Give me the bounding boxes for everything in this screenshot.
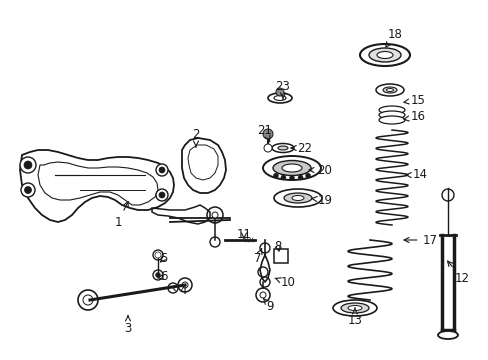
Ellipse shape xyxy=(278,146,287,150)
Circle shape xyxy=(275,88,284,96)
Ellipse shape xyxy=(378,111,404,119)
Text: 1: 1 xyxy=(114,202,128,229)
Ellipse shape xyxy=(359,44,409,66)
Ellipse shape xyxy=(378,106,404,114)
Circle shape xyxy=(159,167,164,173)
Text: 21: 21 xyxy=(257,123,272,142)
Text: 13: 13 xyxy=(347,308,362,327)
Circle shape xyxy=(155,252,161,258)
Text: 19: 19 xyxy=(311,194,332,207)
Circle shape xyxy=(298,175,303,180)
Circle shape xyxy=(156,189,168,201)
Text: 4: 4 xyxy=(171,284,186,297)
Ellipse shape xyxy=(272,161,310,175)
Ellipse shape xyxy=(263,156,320,180)
Text: 18: 18 xyxy=(385,28,402,47)
Circle shape xyxy=(305,173,310,178)
Circle shape xyxy=(273,173,278,178)
Text: 22: 22 xyxy=(290,141,312,154)
Text: 14: 14 xyxy=(406,168,427,181)
Circle shape xyxy=(263,129,272,139)
Ellipse shape xyxy=(375,84,403,96)
Ellipse shape xyxy=(271,144,293,153)
Circle shape xyxy=(155,273,160,278)
Text: 9: 9 xyxy=(263,298,273,312)
Ellipse shape xyxy=(340,303,368,313)
Text: 8: 8 xyxy=(274,240,281,253)
Text: 11: 11 xyxy=(236,229,251,242)
Ellipse shape xyxy=(273,95,285,100)
Ellipse shape xyxy=(382,87,396,93)
Text: 23: 23 xyxy=(275,81,290,99)
Ellipse shape xyxy=(332,300,376,316)
Circle shape xyxy=(289,175,294,180)
Text: 3: 3 xyxy=(124,316,131,334)
Ellipse shape xyxy=(282,164,302,172)
Ellipse shape xyxy=(437,331,457,339)
Circle shape xyxy=(156,164,168,176)
Ellipse shape xyxy=(347,306,361,310)
Ellipse shape xyxy=(284,193,311,203)
Ellipse shape xyxy=(291,195,304,201)
Text: 16: 16 xyxy=(403,111,425,123)
Text: 20: 20 xyxy=(308,163,332,176)
Ellipse shape xyxy=(267,93,291,103)
Text: 2: 2 xyxy=(192,129,199,147)
Ellipse shape xyxy=(273,189,321,207)
Circle shape xyxy=(24,186,31,194)
Text: 12: 12 xyxy=(447,261,468,284)
Text: 7: 7 xyxy=(254,249,262,265)
Text: 15: 15 xyxy=(403,94,425,107)
Circle shape xyxy=(20,157,36,173)
Circle shape xyxy=(281,175,285,180)
Circle shape xyxy=(159,192,164,198)
Circle shape xyxy=(21,183,35,197)
Ellipse shape xyxy=(386,89,393,91)
Circle shape xyxy=(264,144,271,152)
Circle shape xyxy=(24,161,32,169)
Circle shape xyxy=(212,212,218,218)
Text: 10: 10 xyxy=(275,276,295,289)
Ellipse shape xyxy=(378,116,404,124)
Bar xyxy=(273,249,287,263)
Text: 17: 17 xyxy=(403,234,437,247)
Ellipse shape xyxy=(376,51,392,58)
Text: 5: 5 xyxy=(160,252,167,265)
Text: 6: 6 xyxy=(157,270,167,284)
Ellipse shape xyxy=(368,48,400,62)
